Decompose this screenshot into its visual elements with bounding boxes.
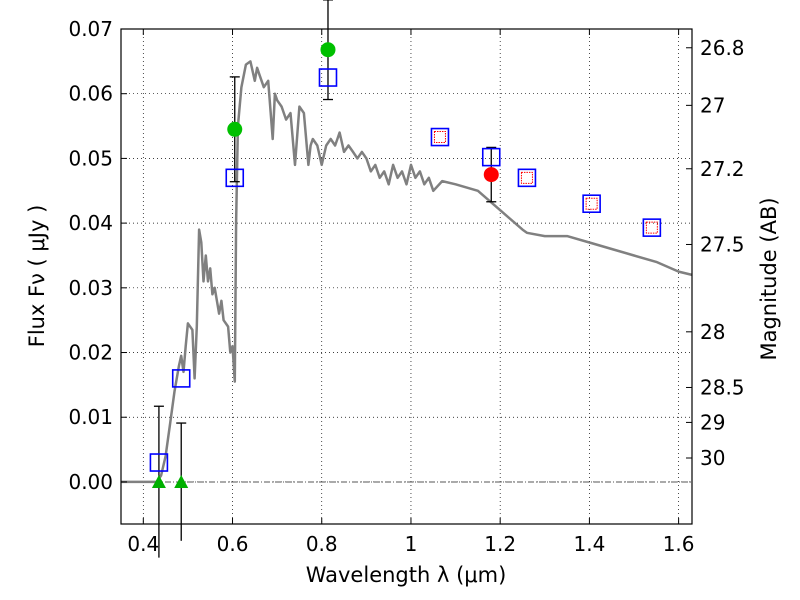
x-tick-label: 1 (405, 532, 418, 556)
x-tick-label: 1.6 (663, 532, 695, 556)
ticks: 0.4 0.6 0.8 1 1.2 1.4 1.6 0.00 0.01 0.02 0.03 0.04 0… (68, 17, 744, 556)
x-tick-label: 1.2 (484, 532, 516, 556)
magnitude-tick-label: 27.5 (700, 232, 745, 256)
model-photometry-square (430, 127, 450, 147)
y-tick-label: 0.05 (68, 146, 113, 170)
x-tick-label: 0.8 (306, 532, 338, 556)
plot-frame (120, 28, 693, 525)
template-spectrum-line (121, 60, 693, 484)
model-photometry-square (642, 218, 662, 237)
x-tick-label: 0.4 (127, 532, 159, 556)
y-tick-label: 0.06 (68, 82, 113, 106)
magnitude-axis-title: Magnitude (AB) (757, 197, 781, 360)
markers (149, 42, 662, 488)
x-tick-label: 0.6 (217, 532, 249, 556)
detection-red-point (483, 167, 499, 183)
model-photometry-square (318, 68, 338, 87)
magnitude-tick-label: 26.8 (700, 36, 745, 60)
y-tick-label: 0.01 (68, 405, 113, 429)
model-photometry-square (481, 147, 501, 167)
detections-point (227, 121, 243, 137)
magnitude-tick-label: 28 (700, 320, 725, 344)
magnitude-tick-label: 30 (700, 446, 725, 470)
magnitude-tick-label: 27 (700, 93, 725, 117)
detections-point (320, 42, 336, 58)
magnitude-tick-label: 29 (700, 410, 725, 434)
nir-photometry-square (585, 197, 598, 210)
nir-photometry-square (433, 131, 446, 144)
y-tick-label: 0.02 (68, 341, 113, 365)
spectrum-series (121, 60, 693, 484)
nir-photometry-square (520, 171, 533, 184)
y-tick-label: 0.04 (68, 211, 113, 235)
x-tick-label: 1.4 (573, 532, 605, 556)
y-axis-title: Flux Fν ( μJy ) (25, 205, 49, 348)
nir-photometry-square (645, 221, 658, 234)
model-photometry-square (225, 168, 245, 188)
magnitude-tick-label: 27.2 (700, 157, 745, 181)
y-tick-label: 0.07 (68, 17, 113, 41)
x-axis-title: Wavelength λ (μm) (306, 563, 507, 587)
upper-limit-triangle (151, 474, 166, 488)
upper-limit-triangle (174, 474, 189, 488)
model-photometry-square (582, 194, 601, 214)
model-photometry-square (517, 168, 537, 188)
grid (121, 28, 692, 524)
magnitude-tick-label: 28.5 (700, 375, 745, 399)
y-tick-label: 0.00 (68, 470, 113, 494)
model-photometry-square (171, 369, 191, 388)
y-tick-label: 0.03 (68, 276, 113, 300)
model-photometry-square (149, 453, 169, 472)
